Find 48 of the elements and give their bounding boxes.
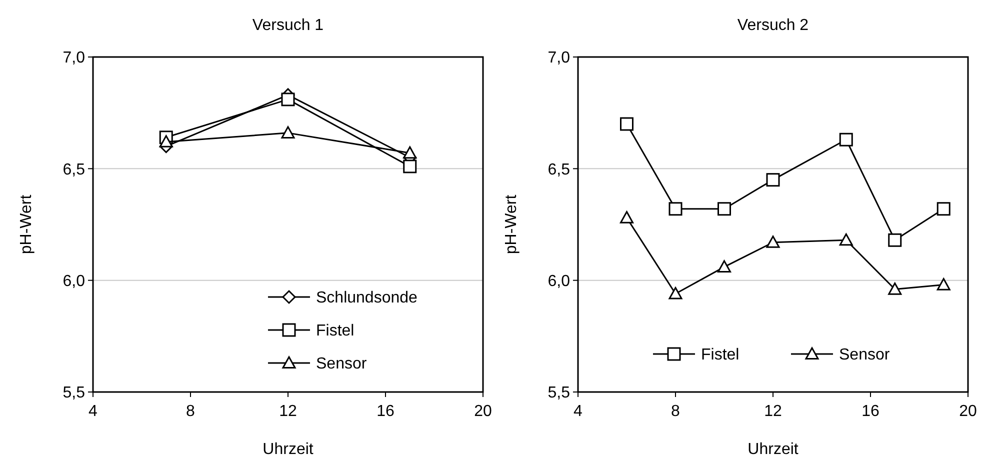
point (766, 236, 780, 248)
y-tick-label: 5,5 (62, 384, 86, 402)
x-tick-label: 8 (671, 403, 680, 420)
x-tick-label: 12 (279, 403, 297, 420)
point (718, 202, 731, 216)
y-tick-label: 6,0 (548, 272, 570, 290)
point (159, 135, 173, 148)
x-axis-title: Uhrzeit (748, 441, 799, 458)
chart-title: Versuch 2 (737, 17, 809, 34)
point (839, 132, 853, 146)
x-tick-label: 16 (862, 403, 880, 420)
legend-label: Fistel (701, 346, 740, 364)
x-tick-label: 4 (574, 403, 583, 420)
chart-title: Versuch 1 (252, 17, 324, 34)
y-axis-title: pH-Wert (503, 194, 520, 254)
x-tick-label: 4 (88, 403, 98, 420)
point (766, 173, 780, 187)
point (620, 117, 634, 131)
y-tick-label: 6,5 (548, 161, 570, 178)
x-tick-label: 16 (376, 403, 394, 420)
y-tick-label: 6,0 (62, 272, 86, 290)
x-tick-label: 20 (959, 403, 977, 420)
y-tick-label: 6,5 (62, 161, 86, 178)
point (281, 92, 295, 106)
legend-label: Sensor (839, 346, 890, 364)
point (839, 233, 853, 246)
point (668, 202, 682, 216)
y-axis-title: pH-Wert (18, 194, 35, 254)
point (281, 126, 295, 138)
x-tick-label: 12 (764, 403, 782, 420)
point (888, 282, 902, 295)
x-tick-label: 20 (474, 403, 492, 420)
point (936, 202, 950, 216)
x-axis-title: Uhrzeit (262, 441, 314, 458)
point (403, 146, 417, 159)
legend-label: Schlundsonde (316, 290, 418, 307)
y-tick-label: 7,0 (548, 50, 570, 67)
legend-label: Sensor (316, 356, 368, 373)
point (620, 211, 634, 224)
legend-label: Fistel (316, 322, 354, 340)
point (888, 233, 902, 247)
point (936, 278, 950, 290)
y-tick-label: 5,5 (548, 384, 570, 402)
point (668, 286, 682, 300)
point (403, 160, 417, 174)
y-tick-label: 7,0 (62, 50, 86, 67)
point (718, 260, 731, 272)
x-tick-label: 8 (186, 403, 196, 420)
